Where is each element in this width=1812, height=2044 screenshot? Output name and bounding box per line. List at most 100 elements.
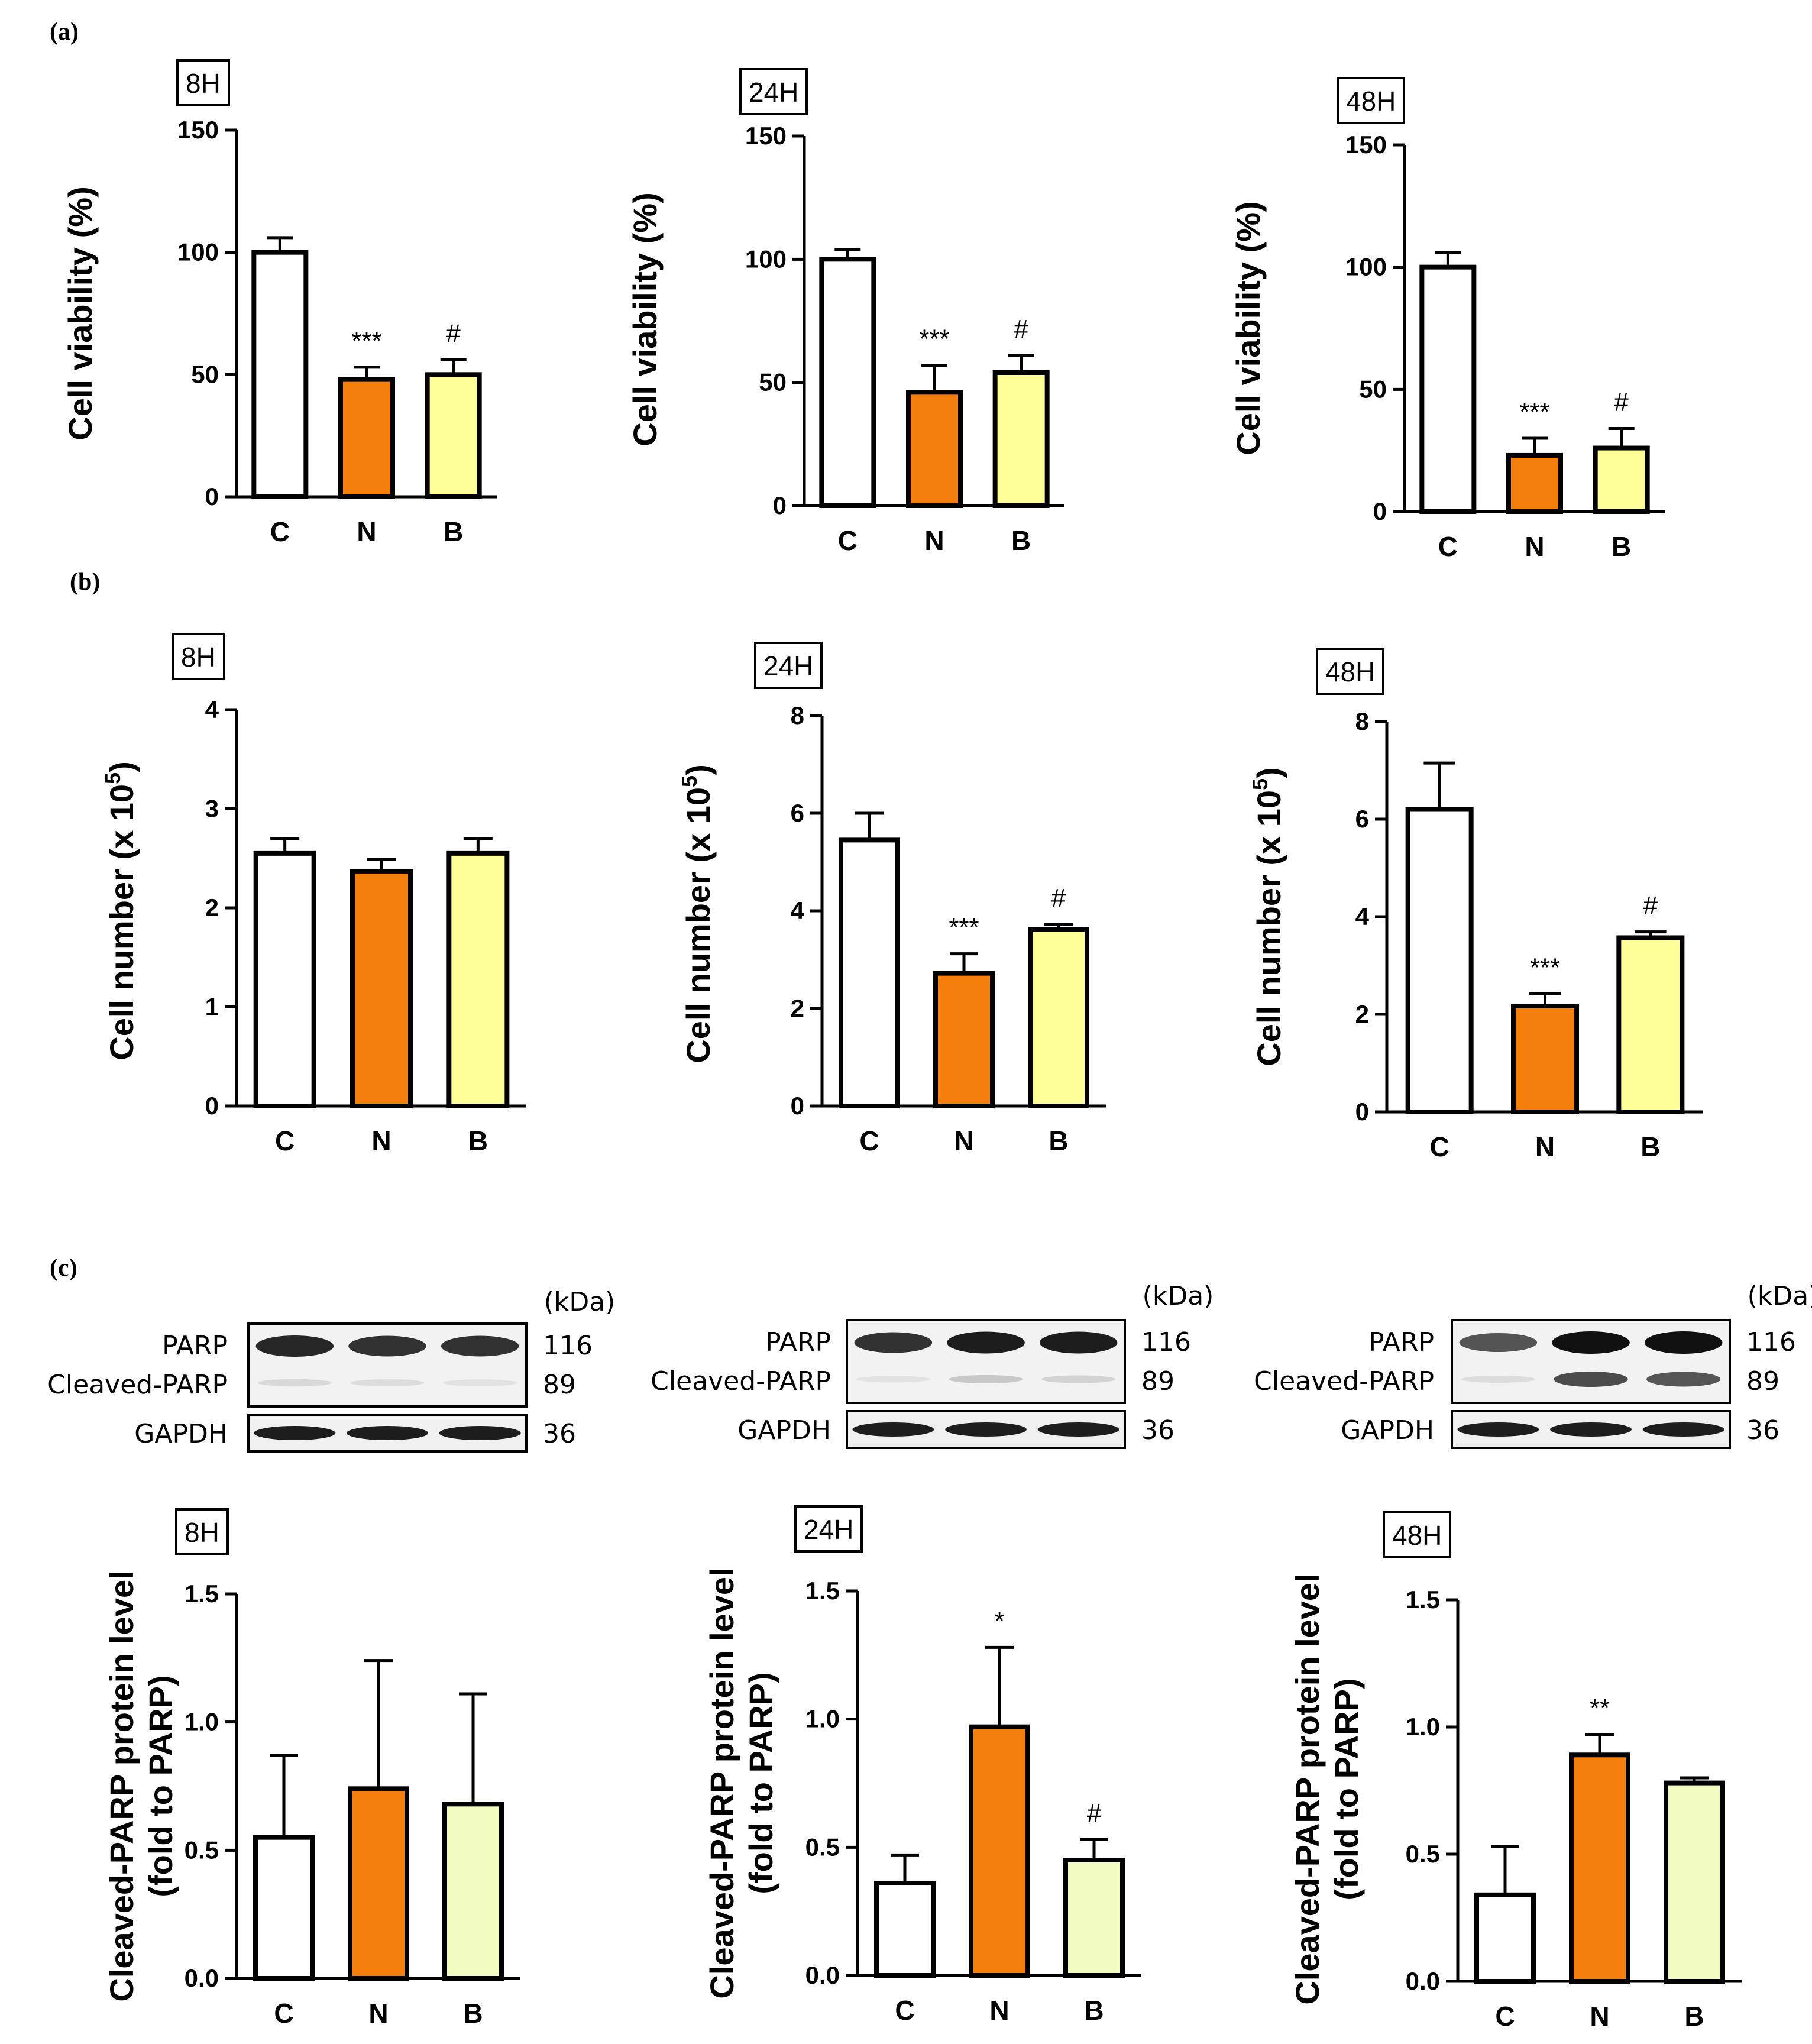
band-cleaved-parp xyxy=(257,1379,332,1387)
x-tick-label-B: B xyxy=(444,516,463,547)
kda-header: (kDa) xyxy=(1748,1281,1812,1311)
y-tick-label: 100 xyxy=(177,238,219,266)
chart-title-2: 48H xyxy=(1337,77,1406,124)
y-tick-label: 0.5 xyxy=(185,1836,219,1864)
x-tick-label-B: B xyxy=(1640,1131,1660,1162)
y-tick-label: 1.5 xyxy=(185,1580,219,1608)
bar-N xyxy=(906,390,963,508)
bar-N xyxy=(1506,452,1563,515)
y-tick-label: 4 xyxy=(1355,903,1370,930)
x-tick-label-C: C xyxy=(275,1126,295,1156)
x-tick-label-N: N xyxy=(1535,1131,1555,1162)
y-tick-label: 0 xyxy=(773,491,787,519)
blot-kda-value: 36 xyxy=(1141,1415,1174,1445)
blot-row-label: GAPDH xyxy=(1341,1415,1434,1445)
y-axis-label: Cell number (x 105) xyxy=(101,761,140,1060)
blot-row-label: Cleaved-PARP xyxy=(1254,1366,1434,1396)
y-tick-label: 1 xyxy=(205,993,219,1021)
y-axis-label: Cell viability (%) xyxy=(626,192,664,446)
band-cleaved-parp xyxy=(1041,1375,1116,1383)
bar-N xyxy=(348,1786,409,1981)
bar-N xyxy=(1511,1003,1579,1114)
chart-title-6: 8H xyxy=(175,1508,229,1555)
y-tick-label: 1.0 xyxy=(1406,1713,1440,1741)
y-axis-label: Cell viability (%) xyxy=(62,186,99,440)
y-tick-label: 1.5 xyxy=(1406,1586,1440,1613)
bar-C xyxy=(1405,807,1474,1114)
blot-row-label: GAPDH xyxy=(737,1415,831,1445)
y-tick-label: 100 xyxy=(1345,253,1387,281)
blot-row-label: PARP xyxy=(1368,1327,1434,1357)
bar-N xyxy=(338,377,395,499)
band-gapdh xyxy=(1550,1422,1632,1437)
bar-B xyxy=(992,370,1050,508)
y-axis-label-line2: (fold to PARP) xyxy=(1328,1678,1365,1900)
blot-kda-value: 36 xyxy=(1746,1415,1779,1445)
x-tick-label-C: C xyxy=(895,1995,914,2026)
x-tick-label-N: N xyxy=(368,1998,388,2029)
kda-header: (kDa) xyxy=(544,1287,616,1317)
x-tick-label-C: C xyxy=(274,1998,293,2029)
chart-title-5: 48H xyxy=(1316,648,1385,695)
y-tick-label: 50 xyxy=(191,360,219,388)
y-axis-label-line2: (fold to PARP) xyxy=(142,1675,179,1897)
y-tick-label: 3 xyxy=(205,795,219,823)
y-tick-label: 0 xyxy=(791,1092,804,1120)
significance-marker: * xyxy=(994,1606,1004,1635)
y-tick-label: 100 xyxy=(745,245,787,273)
bar-B xyxy=(1063,1858,1125,1978)
y-tick-label: 6 xyxy=(1355,805,1369,833)
bar-C xyxy=(874,1881,936,1978)
y-tick-label: 2 xyxy=(205,894,219,921)
band-parp xyxy=(1644,1331,1723,1354)
y-axis-label: Cell number (x 105) xyxy=(677,764,717,1063)
x-tick-label-B: B xyxy=(1084,1995,1104,2026)
y-axis-label: Cleaved-PARP protein level xyxy=(103,1570,140,2001)
significance-marker: ** xyxy=(1590,1694,1610,1723)
panel-label-b: (b) xyxy=(70,568,101,596)
x-tick-label-C: C xyxy=(270,516,290,547)
bar-N xyxy=(933,971,995,1108)
y-tick-label: 1.5 xyxy=(805,1577,840,1605)
band-gapdh xyxy=(1642,1422,1724,1437)
x-tick-label-C: C xyxy=(859,1126,879,1156)
blot-kda-value: 116 xyxy=(1746,1327,1796,1357)
blot-kda-value: 36 xyxy=(543,1419,576,1449)
y-tick-label: 1.0 xyxy=(185,1708,219,1736)
chart-title-0: 8H xyxy=(176,59,230,106)
x-tick-label-B: B xyxy=(463,1998,483,2029)
x-tick-label-N: N xyxy=(357,516,376,547)
y-axis-label: Cleaved-PARP protein level xyxy=(703,1567,740,1998)
y-tick-label: 2 xyxy=(1355,1000,1369,1028)
y-tick-label: 150 xyxy=(745,122,787,150)
bar-C xyxy=(839,837,900,1108)
y-tick-label: 50 xyxy=(1359,375,1387,403)
bar-C xyxy=(253,1835,315,1981)
chart-title-8: 48H xyxy=(1383,1511,1452,1558)
x-tick-label-B: B xyxy=(1612,531,1631,562)
chart-title-3: 8H xyxy=(172,633,225,680)
y-tick-label: 0 xyxy=(205,483,219,510)
y-tick-label: 2 xyxy=(791,994,804,1022)
blot-kda-value: 89 xyxy=(543,1370,576,1400)
blot-kda-value: 116 xyxy=(1141,1327,1191,1357)
band-cleaved-parp xyxy=(1646,1372,1721,1387)
panel-label-c: (c) xyxy=(50,1254,77,1282)
band-parp xyxy=(854,1332,933,1353)
significance-marker: # xyxy=(1643,891,1658,920)
y-tick-label: 0 xyxy=(1373,497,1387,525)
significance-marker: # xyxy=(1051,884,1066,913)
y-tick-label: 0 xyxy=(205,1092,219,1120)
band-parp xyxy=(947,1331,1025,1354)
y-axis-label-line2: (fold to PARP) xyxy=(742,1672,779,1894)
band-gapdh xyxy=(945,1422,1027,1437)
band-gapdh xyxy=(347,1426,428,1440)
